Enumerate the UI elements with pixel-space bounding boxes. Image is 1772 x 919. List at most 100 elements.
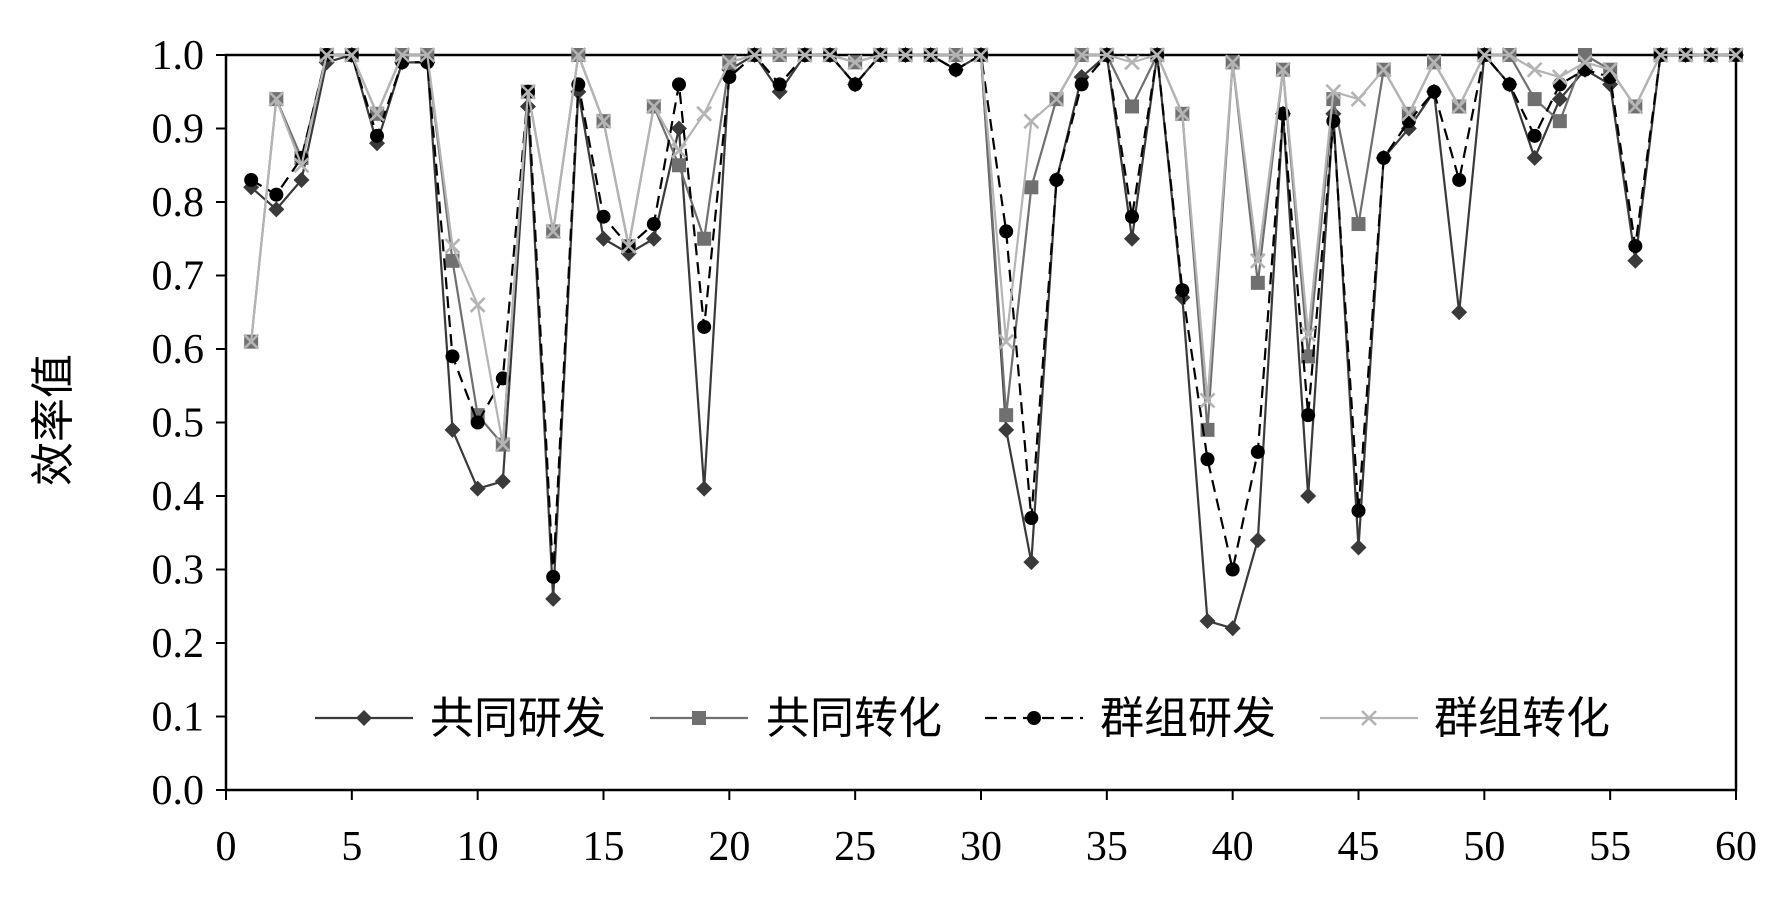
y-tick-label: 0.7 — [152, 254, 205, 300]
x-tick-label: 60 — [1715, 824, 1757, 870]
x-tick-label: 25 — [834, 824, 876, 870]
data-point-diamond — [1551, 91, 1568, 108]
series-x — [243, 47, 1744, 453]
y-tick-label: 0.0 — [152, 768, 205, 814]
x-axis: 0 5 10 15 20 25 30 35 40 45 50 55 60 — [216, 790, 1757, 870]
data-point-x — [1602, 61, 1619, 78]
x-tick-label: 0 — [216, 824, 237, 870]
y-tick-label: 0.8 — [152, 180, 205, 226]
data-point-x — [494, 436, 511, 453]
data-point-circle — [646, 217, 661, 232]
data-point-circle — [596, 209, 611, 224]
data-point-x — [1199, 392, 1216, 409]
data-point-circle — [1502, 77, 1517, 92]
data-point-x — [1174, 105, 1191, 122]
data-point-x — [1249, 252, 1266, 269]
data-point-x — [620, 238, 637, 255]
data-point-x — [1551, 69, 1568, 85]
data-point-square — [1125, 99, 1139, 114]
x-tick-label: 45 — [1338, 824, 1380, 870]
data-point-circle — [1527, 128, 1542, 143]
data-point-x — [520, 83, 536, 100]
data-point-circle — [722, 70, 737, 85]
x-tick-label: 15 — [583, 824, 625, 870]
data-point-circle — [848, 77, 863, 92]
x-tick-label: 55 — [1589, 824, 1631, 870]
data-point-square — [1351, 217, 1366, 232]
data-point-x — [1149, 47, 1166, 63]
data-point-x — [1526, 61, 1543, 78]
y-tick-label: 0.3 — [152, 548, 205, 594]
data-point-x — [1400, 105, 1417, 122]
data-point-x — [1577, 54, 1593, 71]
data-point-diamond — [1300, 488, 1317, 504]
y-tick-label: 0.5 — [152, 401, 205, 447]
series-diamond — [243, 47, 1744, 637]
data-point-square — [999, 408, 1014, 423]
data-point-circle — [470, 415, 485, 430]
data-point-x — [1451, 98, 1468, 115]
data-point-square — [1301, 349, 1316, 364]
x-tick-label: 40 — [1212, 824, 1254, 870]
data-point-diamond — [595, 230, 612, 247]
data-point-x — [645, 98, 662, 115]
data-point-x — [897, 47, 914, 63]
data-point-diamond — [1526, 149, 1543, 166]
data-point-x — [746, 47, 763, 63]
data-point-circle — [999, 224, 1014, 239]
data-point-diamond — [1350, 539, 1367, 556]
data-point-x — [1350, 91, 1367, 108]
data-point-circle — [772, 77, 787, 92]
series-line — [250, 53, 1736, 446]
x-tick-label: 10 — [457, 824, 499, 870]
data-point-x — [998, 333, 1015, 350]
x-tick-label: 20 — [708, 824, 750, 870]
data-point-circle — [1552, 77, 1567, 92]
data-point-x — [1023, 113, 1040, 130]
data-point-circle — [370, 128, 384, 143]
data-point-x — [1224, 54, 1241, 71]
data-point-x — [419, 47, 436, 63]
data-point-circle — [697, 319, 712, 334]
data-point-x — [1124, 54, 1140, 71]
data-point-x — [1652, 47, 1669, 63]
x-tick-label: 5 — [341, 824, 362, 870]
data-point-x — [922, 47, 939, 63]
data-point-circle — [546, 569, 561, 584]
data-point-circle — [1024, 511, 1039, 526]
data-point-x — [293, 157, 310, 174]
data-point-diamond — [1249, 532, 1266, 549]
y-tick-label: 0.1 — [152, 695, 205, 741]
data-point-square — [445, 253, 460, 268]
data-point-x — [1627, 98, 1644, 115]
data-point-circle — [1250, 444, 1265, 459]
data-point-x — [1275, 61, 1291, 78]
data-point-diamond — [1023, 554, 1040, 571]
data-point-circle — [1427, 84, 1441, 99]
data-point-diamond — [293, 171, 310, 188]
data-point-circle — [672, 77, 686, 92]
data-point-x — [545, 223, 562, 240]
legend-marker-square — [692, 711, 706, 725]
data-point-square — [697, 231, 712, 246]
data-point-x — [1501, 47, 1518, 63]
data-point-x — [318, 47, 335, 63]
data-point-square — [1024, 180, 1039, 195]
legend: 共同研发 共同转化 群组研发 群组转化 — [315, 693, 1610, 744]
data-point-x — [1098, 47, 1115, 63]
data-point-x — [822, 47, 838, 63]
y-tick-label: 0.2 — [152, 621, 205, 667]
data-point-diamond — [998, 421, 1015, 438]
data-point-square — [1578, 48, 1592, 62]
data-point-square — [1552, 114, 1567, 129]
data-point-x — [469, 296, 486, 313]
data-point-x — [771, 47, 788, 63]
data-point-circle — [1074, 77, 1089, 92]
x-tick-label: 30 — [960, 824, 1002, 870]
data-point-x — [1426, 54, 1442, 71]
data-point-circle — [1175, 283, 1190, 298]
data-point-circle — [1200, 452, 1215, 467]
data-point-x — [343, 47, 360, 63]
data-point-circle — [1326, 114, 1341, 129]
